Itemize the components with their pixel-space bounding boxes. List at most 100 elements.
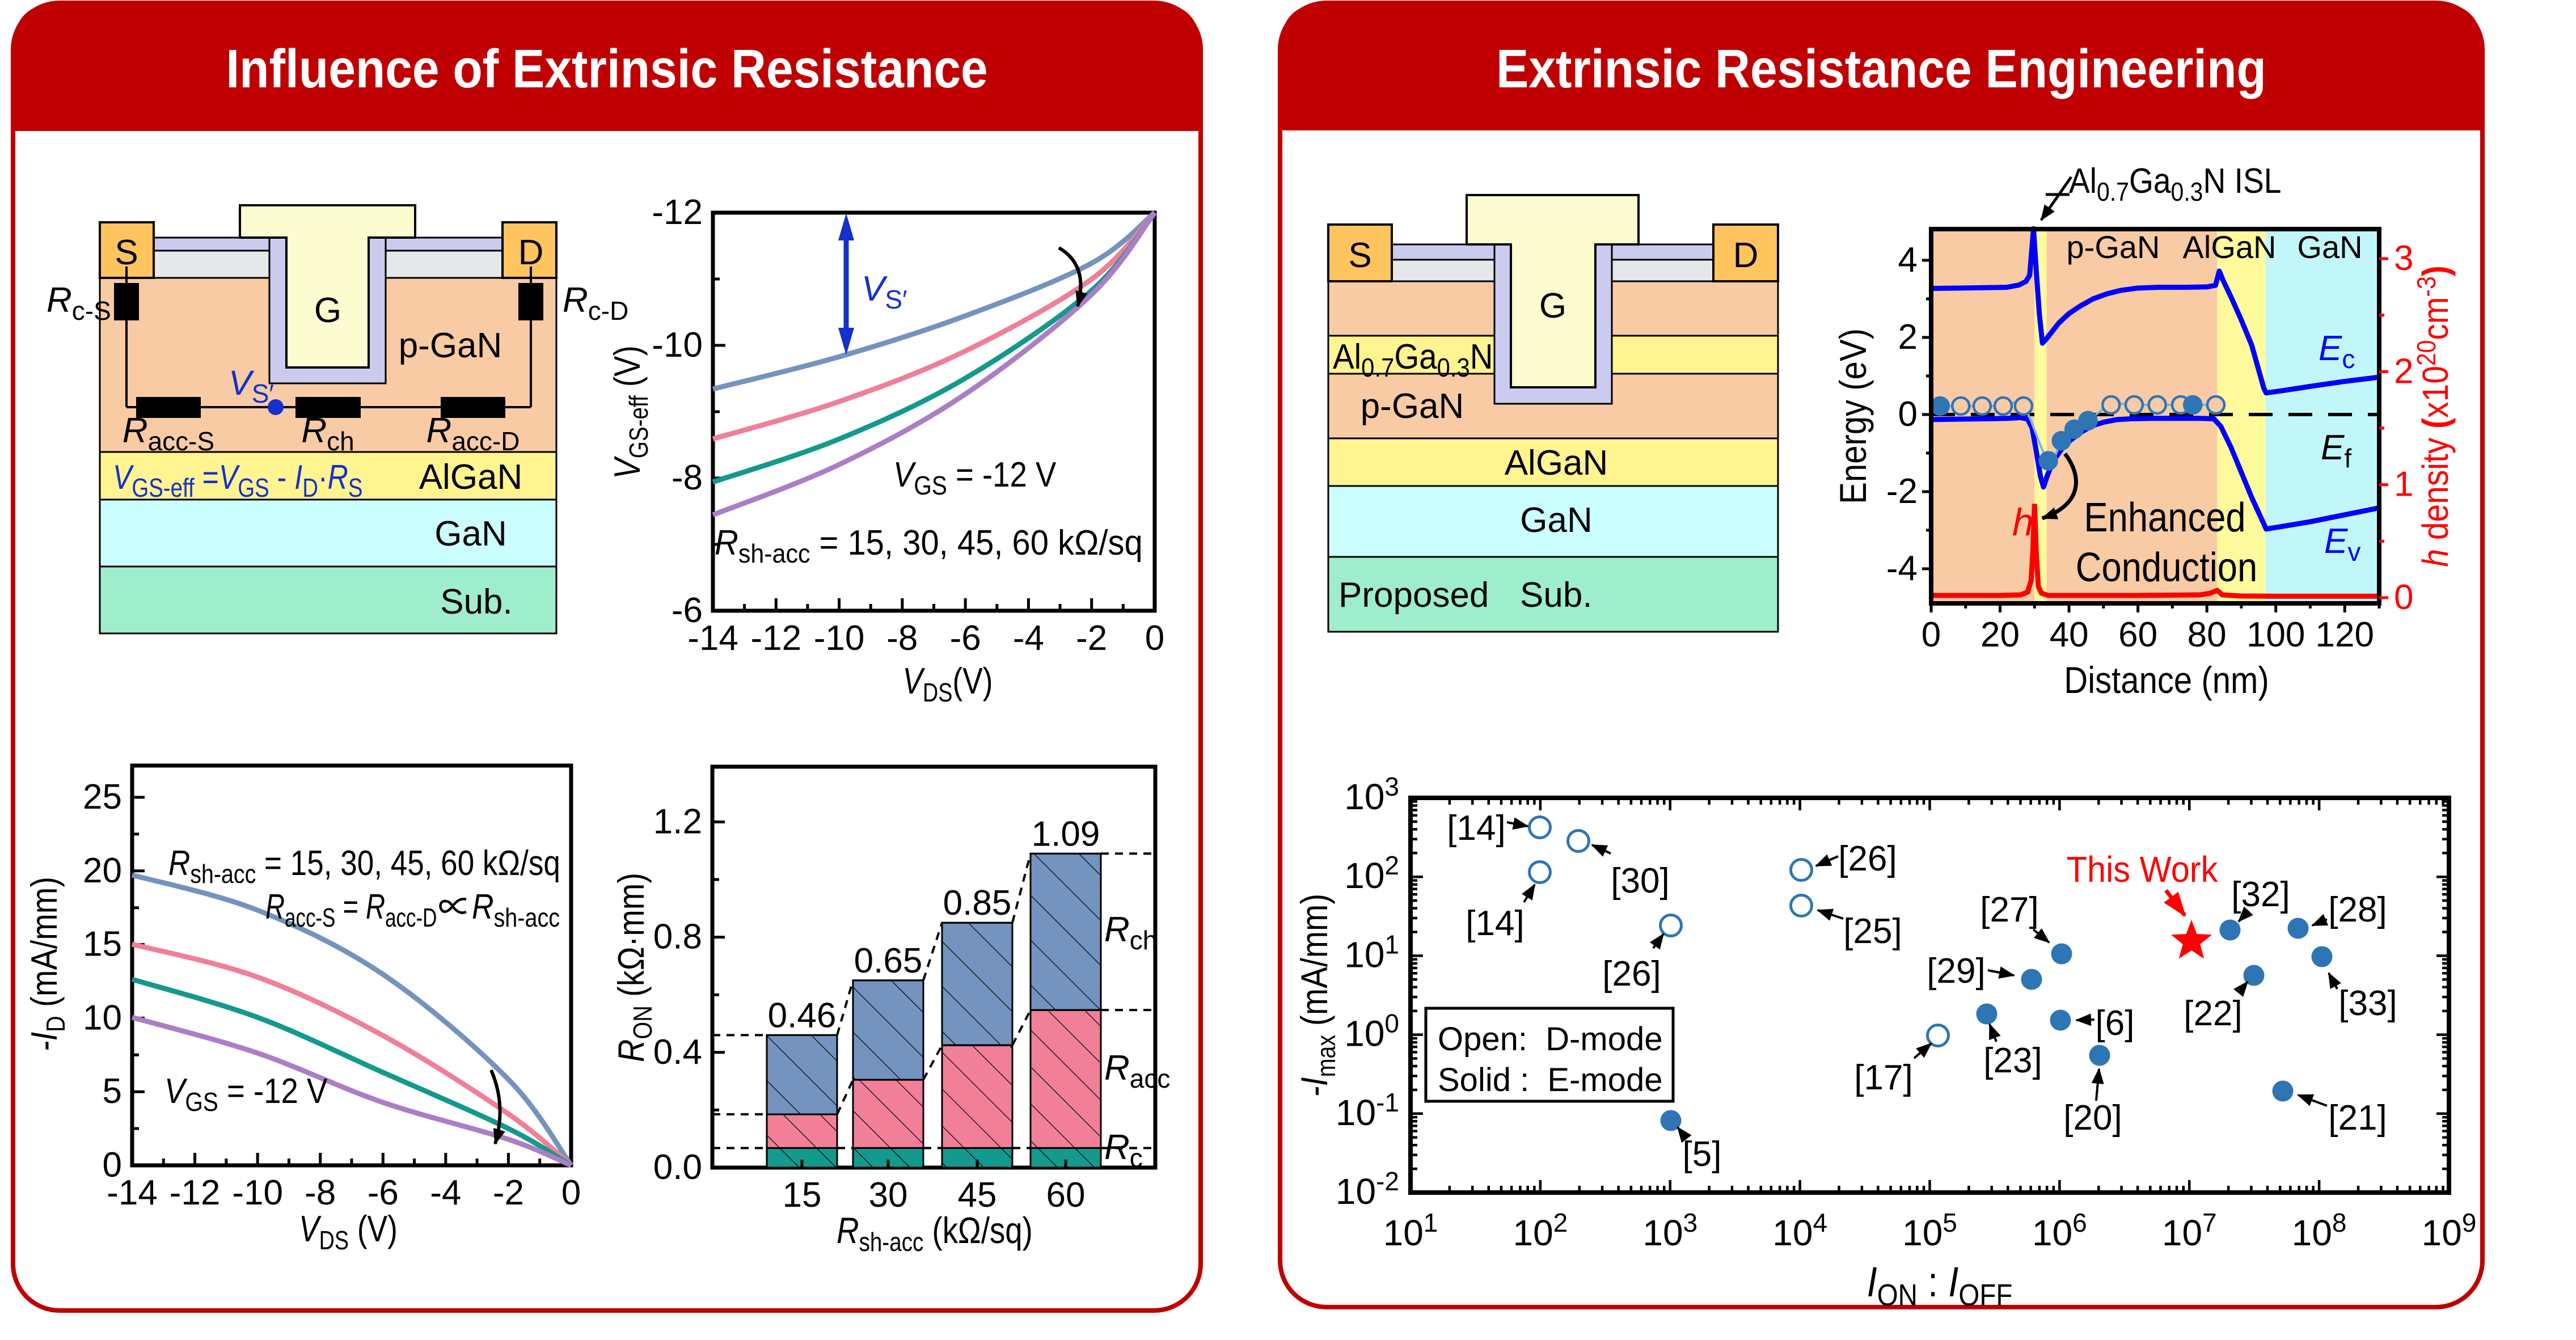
svg-text:60: 60 [1046, 1176, 1086, 1215]
svg-text:Proposed: Proposed [1338, 576, 1489, 615]
svg-text:1.09: 1.09 [1032, 814, 1100, 853]
svg-text:-12: -12 [652, 193, 703, 232]
svg-text:[32]: [32] [2231, 875, 2290, 914]
svg-text:0.65: 0.65 [854, 941, 923, 980]
svg-text:Extrinsic Resistance Engineeri: Extrinsic Resistance Engineering [1496, 39, 2266, 100]
svg-text:0.46: 0.46 [768, 996, 837, 1035]
svg-text:Rsh-acc​ (kΩ/sq): Rsh-acc​ (kΩ/sq) [837, 1210, 1033, 1257]
svg-text:Al0.7Ga0.3N: Al0.7Ga0.3N [1333, 337, 1493, 383]
svg-text:-14: -14 [107, 1173, 158, 1212]
svg-text:Racc-D​: Racc-D​ [426, 411, 520, 456]
svg-text:Solid : E-mode: Solid : E-mode [1438, 1062, 1663, 1098]
svg-text:Rsh-acc​ = 15, 30, 45, 60 kΩ/s: Rsh-acc​ = 15, 30, 45, 60 kΩ/sq [168, 844, 560, 889]
svg-text:VS′​: VS′​ [229, 363, 274, 408]
svg-text:2: 2 [1898, 318, 1918, 357]
svg-text:10: 10 [83, 998, 122, 1037]
svg-text:0.85: 0.85 [943, 884, 1012, 923]
svg-text:p-GaN: p-GaN [2067, 229, 2160, 265]
svg-text:Ev​: Ev​ [2324, 522, 2360, 567]
svg-text:-6: -6 [368, 1173, 399, 1212]
svg-text:Conduction: Conduction [2076, 545, 2257, 590]
svg-text:[17]: [17] [1854, 1058, 1912, 1097]
svg-text:S: S [1348, 236, 1371, 275]
svg-text:[26]: [26] [1602, 954, 1661, 994]
svg-text:1: 1 [2394, 465, 2413, 504]
svg-text:D: D [518, 233, 544, 272]
svg-text:Racc-S​: Racc-S​ [123, 411, 214, 456]
svg-text:5: 5 [103, 1072, 122, 1111]
svg-text:[25]: [25] [1843, 912, 1902, 951]
svg-text:30: 30 [869, 1176, 908, 1215]
svg-text:Racc-S​ = Racc-D​: Racc-S​ = Racc-D​ [265, 887, 437, 932]
svg-text:0.0: 0.0 [653, 1148, 702, 1187]
svg-text:15: 15 [783, 1176, 822, 1215]
svg-text:2: 2 [2394, 352, 2413, 391]
svg-text:-6: -6 [672, 591, 703, 630]
svg-text:h density (x1020cm-3​): h density (x1020cm-3​) [2413, 265, 2456, 567]
svg-text:-10: -10 [232, 1173, 283, 1212]
svg-text:G: G [314, 291, 341, 330]
svg-text:Energy (eV): Energy (eV) [1833, 328, 1874, 504]
svg-text:0: 0 [1922, 615, 1941, 654]
svg-text:VGS-eff​ =VGS​ - ID​·RS​: VGS-eff​ =VGS​ - ID​·RS​ [113, 458, 362, 502]
svg-text:[28]: [28] [2328, 890, 2387, 929]
svg-text:Distance (nm): Distance (nm) [2064, 660, 2269, 701]
svg-text:VDS​ (V): VDS​ (V) [299, 1208, 398, 1255]
svg-text:p-GaN: p-GaN [1361, 387, 1464, 426]
svg-text:-6: -6 [950, 619, 981, 658]
svg-text:[33]: [33] [2338, 984, 2397, 1023]
svg-text:[5]: [5] [1683, 1135, 1722, 1174]
svg-text:103: 103 [1344, 772, 1399, 817]
svg-text:VGS​ = -12 V: VGS​ = -12 V [164, 1072, 327, 1117]
svg-text:Enhanced: Enhanced [2084, 495, 2245, 540]
svg-text:Sub.: Sub. [440, 582, 513, 622]
svg-text:-14: -14 [687, 619, 738, 658]
svg-text:VGS-eff​ (V): VGS-eff​ (V) [607, 345, 653, 479]
svg-text:1.2: 1.2 [653, 802, 702, 841]
svg-text:40: 40 [2050, 615, 2089, 654]
svg-text:Racc​: Racc​ [1104, 1049, 1170, 1093]
svg-text:120: 120 [2316, 615, 2374, 654]
svg-text:Rsh-acc​: Rsh-acc​ [472, 887, 560, 932]
svg-text:[14]: [14] [1447, 809, 1505, 848]
svg-text:AlGaN: AlGaN [2183, 229, 2277, 265]
svg-text:RON​ (kΩ·mm): RON​ (kΩ·mm) [610, 873, 658, 1062]
svg-text:0: 0 [1145, 619, 1164, 658]
svg-text:60: 60 [2118, 615, 2157, 654]
svg-text:[29]: [29] [1927, 952, 1985, 991]
svg-text:[30]: [30] [1611, 861, 1669, 901]
svg-text:Rc-S​: Rc-S​ [47, 281, 111, 326]
svg-text:Influence of Extrinsic Resista: Influence of Extrinsic Resistance [226, 39, 987, 100]
svg-text:0: 0 [561, 1173, 581, 1212]
svg-text:25: 25 [83, 777, 122, 817]
svg-text:-2: -2 [493, 1173, 524, 1212]
svg-text:109: 109 [2422, 1208, 2477, 1253]
svg-text:VS′​: VS′​ [862, 269, 907, 314]
svg-text:[23]: [23] [1983, 1041, 2042, 1080]
svg-text:20: 20 [83, 851, 122, 890]
svg-text:GaN: GaN [1520, 501, 1592, 540]
svg-text:-10: -10 [814, 619, 865, 658]
svg-text:-ID (mA/mm): -ID (mA/mm) [23, 877, 71, 1051]
svg-text:4: 4 [1898, 240, 1918, 280]
svg-text:0: 0 [2394, 578, 2413, 617]
svg-text:-2: -2 [1076, 619, 1107, 658]
svg-text:20: 20 [1980, 615, 2020, 654]
svg-text:0: 0 [103, 1145, 122, 1185]
svg-text:-4: -4 [1886, 549, 1918, 588]
svg-text:Ef​: Ef​ [2321, 428, 2351, 473]
svg-text:0.4: 0.4 [653, 1033, 702, 1072]
svg-text:[14]: [14] [1466, 904, 1524, 943]
svg-text:3: 3 [2394, 239, 2413, 278]
svg-text:-8: -8 [672, 458, 703, 497]
svg-text:-8: -8 [305, 1173, 336, 1212]
svg-text:107: 107 [2162, 1208, 2217, 1253]
svg-text:[21]: [21] [2328, 1098, 2387, 1138]
svg-text:AlGaN: AlGaN [1505, 443, 1608, 483]
svg-text:-4: -4 [430, 1173, 461, 1212]
svg-text:GaN: GaN [2297, 229, 2362, 265]
svg-text:Sub.: Sub. [1520, 576, 1593, 615]
svg-text:VGS​ = -12 V: VGS​ = -12 V [893, 455, 1056, 501]
svg-text:[22]: [22] [2184, 994, 2242, 1033]
svg-text:-12: -12 [750, 619, 801, 658]
